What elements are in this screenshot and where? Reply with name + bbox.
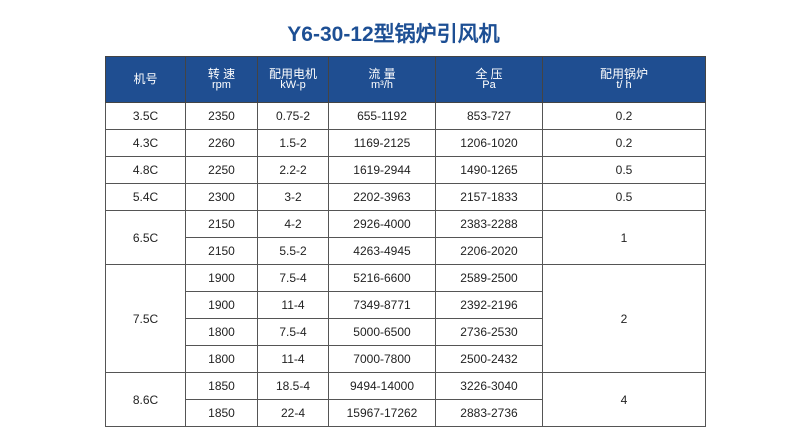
motor-cell: 3-2 (257, 183, 329, 211)
flow-cell: 7000-7800 (328, 345, 436, 373)
flow-cell: 2202-3963 (328, 183, 436, 211)
speed-cell: 2260 (185, 129, 258, 157)
motor-cell: 11-4 (257, 291, 329, 319)
boiler-cell: 0.2 (542, 129, 706, 157)
header-unit: m³/h (371, 78, 393, 91)
model-cell: 3.5C (105, 102, 186, 130)
flow-cell: 7349-8771 (328, 291, 436, 319)
table-row: 4.3C 2260 1.5-2 1169-2125 1206-1020 0.2 (105, 129, 706, 157)
speed-cell: 1800 (185, 318, 258, 346)
table-row: 3.5C 2350 0.75-2 655-1192 853-727 0.2 (105, 102, 706, 130)
table-row: 5.4C 2300 3-2 2202-3963 2157-1833 0.5 (105, 183, 706, 211)
table-row: 1900 11-4 7349-8771 2392-2196 (106, 291, 706, 319)
flow-cell: 9494-14000 (328, 372, 436, 400)
motor-cell: 2.2-2 (257, 156, 329, 184)
table-row: 4.8C 2250 2.2-2 1619-2944 1490-1265 0.5 (105, 156, 706, 184)
boiler-cell: 2 (542, 264, 706, 373)
model-cell: 6.5C (105, 210, 186, 265)
motor-cell: 18.5-4 (257, 372, 329, 400)
motor-cell: 1.5-2 (257, 129, 329, 157)
pressure-cell: 853-727 (435, 102, 543, 130)
model-cell: 8.6C (105, 372, 186, 427)
header-unit: rpm (212, 78, 231, 91)
model-cell: 4.3C (105, 129, 186, 157)
flow-cell: 5000-6500 (328, 318, 436, 346)
column-header: 配用锅炉 t/ h (542, 56, 706, 103)
header-unit: Pa (482, 78, 496, 91)
table-row: 6.5C 2150 4-2 2926-4000 2383-2288 1 (105, 210, 706, 265)
flow-cell: 4263-4945 (328, 237, 436, 265)
table-row: 7.5C 1900 7.5-4 5216-6600 2589-2500 2 (105, 264, 706, 373)
fan-spec-table: 机号转 速 rpm 配用电机 kW-p 流 量 m³/h 全 压 Pa 配用锅炉 t/ h 3.5… (105, 56, 706, 427)
column-header: 全 压 Pa (435, 56, 543, 103)
pressure-cell: 2736-2530 (435, 318, 543, 346)
header-label: 配用电机 (268, 66, 317, 81)
pressure-cell: 3226-3040 (435, 372, 543, 400)
pressure-cell: 2589-2500 (435, 264, 543, 292)
table-row: 1800 7.5-4 5000-6500 2736-2530 (106, 318, 706, 346)
column-header: 流 量 m³/h (328, 56, 436, 103)
boiler-cell: 1 (542, 210, 706, 265)
pressure-cell: 2500-2432 (435, 345, 543, 373)
flow-cell: 15967-17262 (328, 399, 436, 427)
flow-cell: 655-1192 (328, 102, 436, 130)
table-row: 1850 22-4 15967-17262 2883-2736 (106, 399, 706, 427)
speed-cell: 2300 (185, 183, 258, 211)
speed-cell: 2250 (185, 156, 258, 184)
model-cell: 5.4C (105, 183, 186, 211)
speed-cell: 2150 (185, 210, 258, 238)
pressure-cell: 2883-2736 (435, 399, 543, 427)
header-row: 机号转 速 rpm 配用电机 kW-p 流 量 m³/h 全 压 Pa 配用锅炉 t/ h (105, 56, 706, 103)
motor-cell: 7.5-4 (257, 318, 329, 346)
speed-cell: 2150 (185, 237, 258, 265)
pressure-cell: 2157-1833 (435, 183, 543, 211)
header-label: 流 量 (368, 66, 396, 81)
flow-cell: 1169-2125 (328, 129, 436, 157)
boiler-cell: 4 (542, 372, 706, 427)
column-header: 机号 (105, 56, 186, 103)
table-row: 2150 5.5-2 4263-4945 2206-2020 (106, 237, 706, 265)
pressure-cell: 1490-1265 (435, 156, 543, 184)
speed-cell: 1850 (185, 372, 258, 400)
speed-cell: 1900 (185, 291, 258, 319)
header-label: 机号 (133, 72, 158, 86)
pressure-cell: 2392-2196 (435, 291, 543, 319)
column-header: 配用电机 kW-p (257, 56, 329, 103)
pressure-cell: 1206-1020 (435, 129, 543, 157)
header-unit: t/ h (616, 78, 632, 91)
flow-cell: 5216-6600 (328, 264, 436, 292)
motor-cell: 22-4 (257, 399, 329, 427)
flow-cell: 1619-2944 (328, 156, 436, 184)
speed-cell: 1900 (185, 264, 258, 292)
boiler-cell: 0.2 (542, 102, 706, 130)
page-title: Y6-30-12型锅炉引风机 (287, 23, 500, 46)
speed-cell: 1850 (185, 399, 258, 427)
pressure-cell: 2206-2020 (435, 237, 543, 265)
model-cell: 7.5C (105, 264, 186, 373)
speed-cell: 2350 (185, 102, 258, 130)
motor-cell: 7.5-4 (257, 264, 329, 292)
pressure-cell: 2383-2288 (435, 210, 543, 238)
table-row: 1800 11-4 7000-7800 2500-2432 (106, 345, 706, 373)
motor-cell: 4-2 (257, 210, 329, 238)
boiler-cell: 0.5 (542, 183, 706, 211)
speed-cell: 1800 (185, 345, 258, 373)
header-unit: kW-p (280, 78, 306, 91)
table-row: 8.6C 1850 18.5-4 9494-14000 3226-3040 4 (105, 372, 706, 427)
motor-cell: 5.5-2 (257, 237, 329, 265)
motor-cell: 0.75-2 (257, 102, 329, 130)
header-label: 配用锅炉 (599, 66, 648, 81)
motor-cell: 11-4 (257, 345, 329, 373)
boiler-cell: 0.5 (542, 156, 706, 184)
header-label: 转 速 (207, 66, 236, 81)
flow-cell: 2926-4000 (328, 210, 436, 238)
model-cell: 4.8C (105, 156, 186, 184)
header-label: 全 压 (475, 66, 503, 81)
column-header: 转 速 rpm (185, 56, 258, 103)
